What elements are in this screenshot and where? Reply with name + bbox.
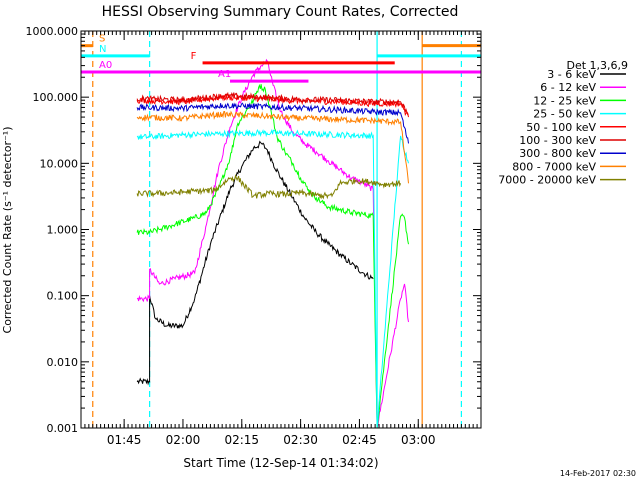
x-tick-label: 02:15: [224, 433, 259, 447]
series-line-7000-20000-kev: [136, 173, 402, 200]
series-line-12-25-kev: [136, 83, 409, 429]
x-tick-label: 01:45: [107, 433, 142, 447]
y-tick-label: 1000.000: [26, 25, 79, 38]
flag-label-a0: A0: [99, 60, 112, 71]
y-tick-label: 0.100: [47, 290, 79, 303]
legend-label-7000-20000-kev: 7000 - 20000 keV: [498, 174, 596, 187]
legend-label-12-25-kev: 12 - 25 keV: [533, 94, 596, 107]
series-line-800-7000-kev: [136, 110, 409, 184]
legend-title: Det 1,3,6,9: [566, 59, 628, 72]
series-line-3-6-kev: [136, 140, 374, 386]
y-tick-label: 0.010: [47, 356, 79, 369]
x-tick-label: 03:00: [401, 433, 436, 447]
x-axis-label: Start Time (12-Sep-14 01:34:02): [183, 456, 378, 470]
y-axis-label: Corrected Count Rate (s⁻¹ detector⁻¹): [1, 127, 14, 334]
x-tick-label: 02:45: [342, 433, 377, 447]
x-tick-label: 02:30: [283, 433, 318, 447]
legend-label-6-12-kev: 6 - 12 keV: [540, 81, 596, 94]
flag-label-n: N: [99, 44, 106, 55]
date-stamp: 14-Feb-2017 02:30: [560, 469, 636, 478]
legend-label-25-50-kev: 25 - 50 keV: [533, 108, 596, 121]
y-tick-label: 0.001: [47, 422, 79, 435]
y-tick-label: 100.000: [33, 91, 79, 104]
y-tick-label: 1.000: [47, 224, 79, 237]
axes: 0.001 0.010 0.100 1.000 10.000 100.000 1000.00…: [26, 25, 482, 447]
chart-title: HESSI Observing Summary Count Rates, Cor…: [102, 4, 459, 20]
y-tick-label: 10.000: [40, 157, 79, 170]
flag-label-a1: A1: [218, 69, 231, 80]
flag-label-f: F: [191, 51, 197, 62]
legend-label-50-100-kev: 50 - 100 keV: [526, 121, 596, 134]
plot-area: SN F A0 A1: [81, 31, 481, 429]
legend-label-100-300-kev: 100 - 300 keV: [519, 134, 596, 147]
series-line-100-300-kev: [136, 91, 409, 116]
legend-label-800-7000-kev: 800 - 7000 keV: [512, 160, 596, 173]
legend-label-300-800-kev: 300 - 800 keV: [519, 147, 596, 160]
flag-label-s: S: [99, 34, 105, 45]
legend-label-3-6-kev: 3 - 6 keV: [547, 68, 596, 81]
series-line-300-800-kev: [136, 102, 409, 144]
x-tick-label: 02:00: [166, 433, 201, 447]
series-line-25-50-kev: [136, 128, 409, 429]
